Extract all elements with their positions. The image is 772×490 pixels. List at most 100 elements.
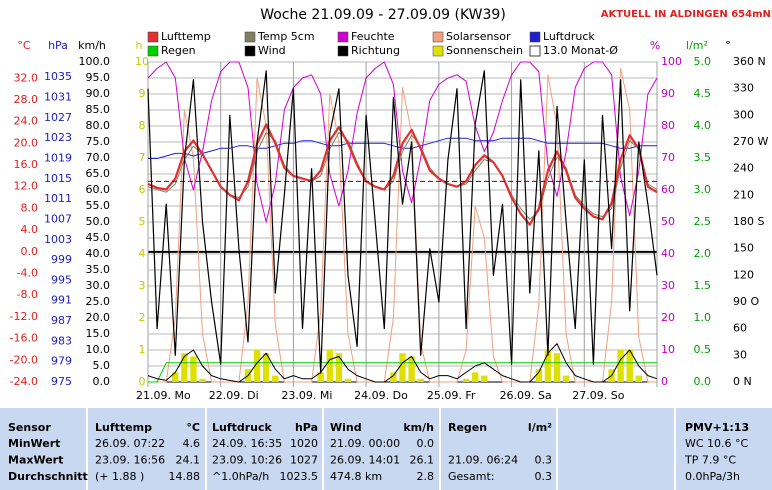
sunshine-bar (190, 356, 197, 382)
wind-tick-label: 60.0 (86, 183, 111, 196)
sunshine-bar (181, 353, 188, 382)
rain-tick-label: 4.5 (694, 87, 712, 100)
legend-label: 13.0 Monat-Ø (543, 44, 618, 57)
table-cell: 21.09. 06:24 (448, 454, 518, 467)
pressure-tick-label: 1035 (44, 70, 72, 83)
wind-tick-label: 40.0 (86, 247, 111, 260)
table-cell: 1023.5 (280, 470, 319, 483)
temp-tick-label: -8.0 (17, 288, 38, 301)
axis-unit-label: l/m² (686, 39, 708, 52)
table-cell: Gesamt: (448, 470, 495, 483)
direction-tick-label: 240 (733, 162, 754, 175)
temp-tick-label: 4.0 (21, 223, 39, 236)
pressure-tick-label: 1003 (44, 233, 72, 246)
pressure-tick-label: 1007 (44, 212, 72, 225)
pressure-tick-label: 1011 (44, 192, 72, 205)
rain-tick-label: 4.0 (694, 119, 712, 132)
sunshine-bar (462, 378, 470, 382)
sun-tick-label: 5 (139, 215, 146, 228)
humidity-tick-label: 20 (661, 311, 675, 324)
legend-swatch (529, 45, 541, 57)
temp-tick-label: 20.0 (14, 136, 39, 149)
x-tick-label: 21.09. Mo (136, 389, 191, 402)
x-tick-label: 23.09. Mi (281, 389, 332, 402)
sunshine-bar (399, 353, 406, 382)
axis-unit-label: hPa (48, 39, 68, 52)
wind-tick-label: 50.0 (86, 215, 111, 228)
table-header: °C (186, 421, 200, 434)
table-row-label: MinWert (8, 437, 60, 450)
sun-tick-label: 7 (139, 151, 146, 164)
rain-tick-label: 5.0 (694, 55, 712, 68)
axis-unit-label: ° (725, 39, 731, 52)
humidity-tick-label: 90 (661, 87, 675, 100)
table-cell: WC 10.6 °C (685, 437, 749, 450)
sun-tick-label: 4 (139, 247, 146, 260)
sunshine-bar (317, 372, 324, 382)
temp-tick-label: -20.0 (10, 353, 38, 366)
wind-tick-label: 80.0 (86, 119, 111, 132)
sunshine-bar (344, 378, 352, 382)
sunshine-bar (617, 350, 624, 382)
wind-tick-label: 90.0 (86, 87, 111, 100)
humidity-tick-label: 80 (661, 119, 675, 132)
pressure-tick-label: 979 (51, 355, 72, 368)
wind-tick-label: 70.0 (86, 151, 111, 164)
pressure-tick-label: 975 (51, 375, 72, 388)
wind-tick-label: 85.0 (86, 103, 111, 116)
legend-swatch (244, 45, 256, 57)
direction-tick-label: 30 (733, 348, 747, 361)
wind-tick-label: 0.0 (93, 375, 111, 388)
sun-tick-label: 8 (139, 119, 146, 132)
temp-tick-label: 24.0 (14, 115, 39, 128)
wind-tick-label: 15.0 (86, 327, 111, 340)
wind-tick-label: 100.0 (79, 55, 111, 68)
series-line (148, 137, 657, 159)
wind-tick-label: 5.0 (93, 359, 111, 372)
axis-unit-label: km/h (78, 39, 106, 52)
table-cell: 24.09. 16:35 (212, 437, 282, 450)
table-cell: 21.09. 00:00 (330, 437, 400, 450)
rain-tick-label: 3.5 (694, 151, 712, 164)
sun-tick-label: 9 (139, 87, 146, 100)
pressure-tick-label: 1023 (44, 131, 72, 144)
table-cell: (+ 1.88 ) (95, 470, 144, 483)
rain-tick-label: 1.5 (694, 279, 712, 292)
table-cell: 0.3 (535, 470, 553, 483)
pressure-tick-label: 983 (51, 334, 72, 347)
sunshine-bar (335, 353, 343, 382)
table-header: PMV+1:13 (685, 421, 749, 434)
table-cell: 24.1 (176, 454, 201, 467)
table-header: Regen (448, 421, 487, 434)
table-header: Sensor (8, 421, 51, 434)
sunshine-bar (553, 353, 561, 382)
table-cell: 2.8 (417, 470, 435, 483)
sunshine-bar (326, 350, 333, 382)
sun-tick-label: 6 (139, 183, 146, 196)
pressure-tick-label: 1015 (44, 172, 72, 185)
legend-label: Regen (161, 44, 196, 57)
x-tick-label: 25.09. Fr (427, 389, 476, 402)
sunshine-bar (408, 356, 415, 382)
direction-tick-label: 90 O (733, 295, 759, 308)
humidity-tick-label: 10 (661, 343, 675, 356)
direction-tick-label: 60 (733, 322, 747, 335)
wind-tick-label: 30.0 (86, 279, 111, 292)
temp-tick-label: 32.0 (14, 71, 39, 84)
legend-swatch (244, 31, 256, 43)
rain-tick-label: 0.0 (694, 375, 712, 388)
direction-tick-label: 180 S (733, 215, 764, 228)
humidity-tick-label: 70 (661, 151, 675, 164)
wind-tick-label: 20.0 (86, 311, 111, 324)
humidity-tick-label: 0 (661, 375, 668, 388)
table-header: Wind (330, 421, 362, 434)
humidity-tick-label: 100 (661, 55, 682, 68)
pressure-tick-label: 1019 (44, 152, 72, 165)
sunshine-bar (172, 372, 179, 382)
sunshine-bar (535, 369, 543, 382)
table-cell: 4.6 (183, 437, 201, 450)
direction-tick-label: 210 (733, 188, 754, 201)
temp-tick-label: -24.0 (10, 375, 38, 388)
direction-tick-label: 270 W (733, 135, 768, 148)
